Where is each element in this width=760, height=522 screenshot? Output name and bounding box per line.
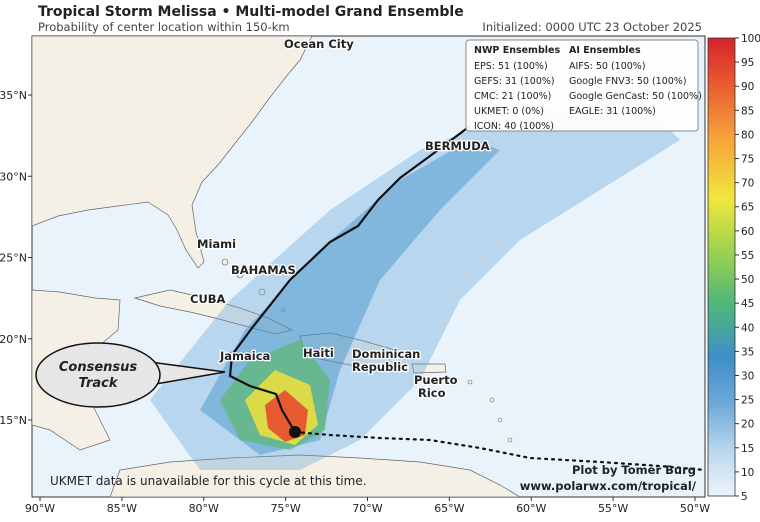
colorbar-tick-label: 45 [741, 298, 754, 310]
colorbar-tick-label: 65 [741, 202, 754, 214]
lon-tick-label: 70°W [352, 502, 382, 515]
lon-tick-label: 55°W [598, 502, 628, 515]
lat-tick-label: 15°N [0, 414, 27, 427]
land-south-america [109, 454, 521, 497]
lon-tick-label: 60°W [516, 502, 546, 515]
subtitle: Probability of center location within 15… [38, 20, 290, 34]
place-label: Haiti [303, 346, 334, 360]
colorbar-tick-label: 40 [741, 322, 754, 334]
place-label: BERMUDA [425, 139, 490, 153]
colorbar-tick-label: 60 [741, 226, 754, 238]
map-layers [32, 36, 705, 497]
colorbar-tick-label: 70 [741, 178, 754, 190]
lon-tick-label: 65°W [434, 502, 464, 515]
islands [221, 147, 513, 443]
storm-center [289, 426, 301, 438]
legend-entry: AIFS: 50 (100%) [569, 61, 646, 72]
place-label: CUBA [190, 292, 226, 306]
place-label: Jamaica [219, 349, 270, 363]
ukmet-note: UKMET data is unavailable for this cycle… [50, 474, 367, 488]
lon-tick-label: 85°W [107, 502, 137, 515]
colorbar-tick-label: 50 [741, 274, 754, 286]
place-label: Puerto Rico [414, 373, 458, 400]
colorbar-tick-label: 75 [741, 154, 754, 166]
callout-text: Consensus [59, 360, 138, 375]
legend-entry: UKMET: 0 (0%) [474, 106, 544, 117]
lon-tick-label: 80°W [189, 502, 219, 515]
lon-tick-label: 50°W [680, 502, 710, 515]
colorbar-tick-label: 10 [741, 467, 754, 479]
land-puerto-rico [411, 363, 447, 374]
place-label: BAHAMAS [231, 263, 296, 277]
colorbar-tick-label: 30 [741, 370, 754, 382]
place-label: Dominican Republic [352, 347, 420, 374]
lat-tick-label: 25°N [0, 252, 27, 265]
legend-entry: GEFS: 31 (100%) [474, 76, 555, 87]
legend-entry: EPS: 51 (100%) [474, 61, 548, 72]
place-label: Ocean City [284, 37, 354, 51]
colorbar-tick-label: 35 [741, 346, 754, 358]
legend-entry: EAGLE: 31 (100%) [569, 106, 656, 117]
colorbar-tick-label: 80 [741, 129, 754, 141]
place-label: Miami [197, 237, 236, 251]
colorbar-tick-label: 55 [741, 250, 754, 262]
consensus-track [228, 125, 471, 433]
ensemble-legend [465, 39, 699, 132]
legend-title: AI Ensembles [569, 45, 641, 56]
colorbar-tick-label: 20 [741, 419, 754, 431]
extended-track [293, 430, 705, 472]
land-cuba [133, 289, 294, 335]
colorbar-tick-label: 15 [741, 443, 754, 455]
title: Tropical Storm Melissa • Multi-model Gra… [38, 4, 464, 20]
init-time: Initialized: 0000 UTC 23 October 2025 [482, 20, 702, 34]
legend-entry: ICON: 40 (100%) [474, 121, 554, 132]
lat-tick-label: 30°N [0, 170, 27, 183]
colorbar-tick-label: 25 [741, 395, 754, 407]
lon-tick-label: 90°W [25, 502, 55, 515]
callout-text: Track [79, 376, 119, 391]
colorbar [707, 37, 736, 497]
colorbar-tick-label: 85 [741, 105, 754, 117]
colorbar-tick-label: 95 [741, 57, 754, 69]
legend-entry: CMC: 21 (100%) [474, 91, 551, 102]
callout-bubble [35, 342, 161, 408]
legend-entry: Google GenCast: 50 (100%) [569, 91, 702, 102]
colorbar-tick-label: 90 [741, 81, 754, 93]
credit-url: www.polarwx.com/tropical/ [520, 479, 697, 493]
lat-tick-label: 35°N [0, 89, 27, 102]
legend-title: NWP Ensembles [474, 45, 560, 56]
lat-tick-label: 20°N [0, 333, 27, 346]
land-us [32, 36, 313, 269]
lon-tick-label: 75°W [270, 502, 300, 515]
colorbar-tick-label: 100 [741, 33, 760, 45]
colorbar-tick-label: 5 [741, 491, 748, 503]
credit: Plot by Tomer Burg [572, 463, 696, 477]
legend-entry: Google FNV3: 50 (100%) [569, 76, 687, 87]
